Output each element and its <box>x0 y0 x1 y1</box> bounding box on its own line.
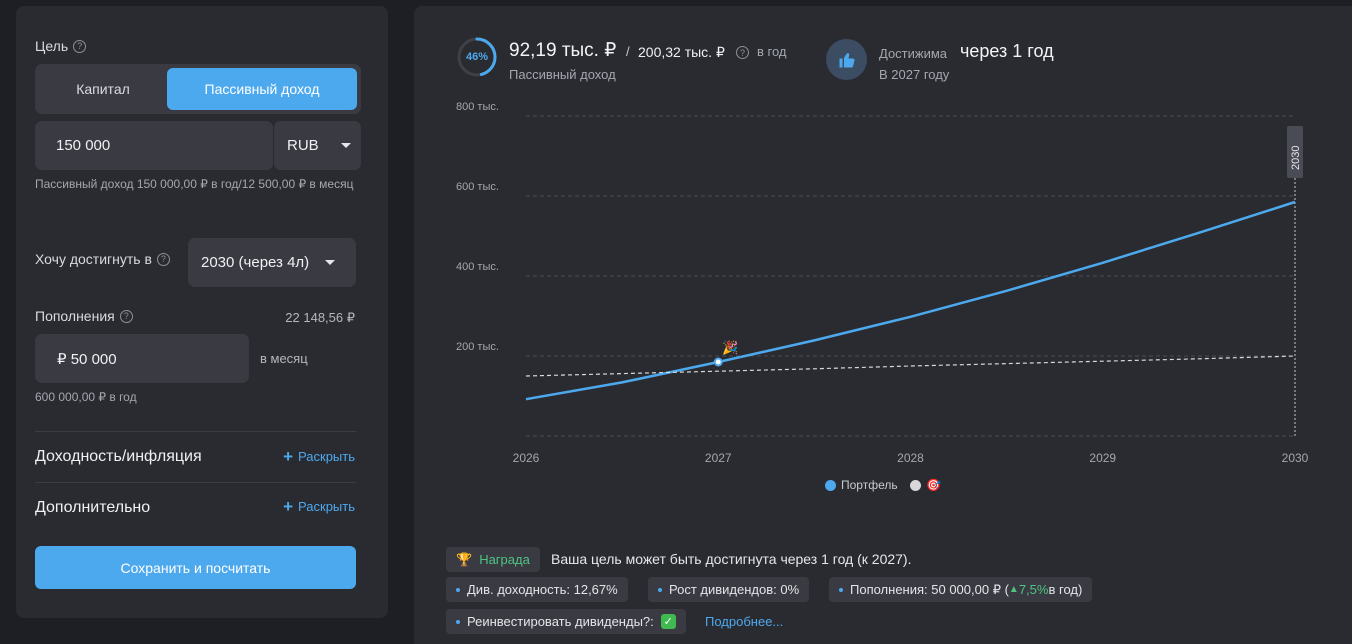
reward-badge: 🏆 Награда <box>446 547 540 572</box>
reach-label: Хочу достигнуть в ? <box>35 251 170 267</box>
bullet-icon <box>658 587 662 592</box>
arrow-up-icon: ▲ <box>1008 584 1019 595</box>
legend-portfolio[interactable]: Портфель <box>825 478 898 492</box>
help-icon[interactable]: ? <box>156 252 170 266</box>
legend-dot <box>825 479 836 491</box>
x-tick-label: 2030 <box>1282 451 1309 465</box>
extra-expand-button[interactable]: + Раскрыть <box>283 496 355 516</box>
help-icon[interactable]: ? <box>73 39 87 53</box>
extra-section-title: Дополнительно <box>35 499 151 516</box>
chevron-down-icon <box>325 260 336 265</box>
currency-select[interactable]: RUB <box>273 121 361 170</box>
passive-income-tab[interactable]: Пассивный доход <box>167 68 357 110</box>
bullet-icon <box>839 587 843 592</box>
divider <box>35 482 356 483</box>
topups-label: Пополнения ? <box>35 308 133 324</box>
bullet-icon <box>456 587 460 592</box>
goal-type-toggle: Капитал Пассивный доход <box>35 64 361 114</box>
topups-period: в месяц <box>260 351 308 366</box>
x-tick-label: 2028 <box>897 451 924 465</box>
plus-icon: + <box>283 496 294 516</box>
yield-section-title: Доходность/инфляция <box>35 448 202 465</box>
growth-chip[interactable]: Рост дивидендов: 0% <box>648 577 810 602</box>
reach-main: через 1 год <box>960 41 1054 61</box>
reinvest-chip[interactable]: Реинвестировать дивиденды?: ✓ <box>446 609 686 634</box>
x-tick-label: 2029 <box>1089 451 1116 465</box>
progress-label: 46% <box>465 51 489 63</box>
thumbs-up-icon <box>826 39 867 80</box>
portfolio-series-line <box>525 200 1296 401</box>
bullet-icon <box>456 619 460 624</box>
help-icon[interactable]: ? <box>119 309 133 323</box>
separator: / <box>626 44 630 59</box>
progress-ring: 46% <box>456 36 498 78</box>
chevron-down-icon <box>340 143 351 148</box>
y-tick-label: 600 тыс. <box>456 181 499 193</box>
more-link[interactable]: Подробнее... <box>705 614 784 629</box>
target-series-line <box>525 355 1296 377</box>
reward-text: Ваша цель может быть достигнута через 1 … <box>551 551 912 567</box>
save-button[interactable]: Сохранить и посчитать <box>35 546 356 589</box>
target-income: 200,32 тыс. ₽ <box>638 44 725 60</box>
x-tick-label: 2027 <box>705 451 732 465</box>
milestone-point <box>713 357 723 367</box>
current-income-caption: Пассивный доход <box>509 67 616 82</box>
y-tick-label: 400 тыс. <box>456 261 499 273</box>
plus-icon: + <box>283 446 294 466</box>
legend-dot <box>910 479 921 491</box>
trophy-icon: 🏆 <box>456 551 473 567</box>
target-icon: 🎯 <box>926 478 941 492</box>
yield-chip[interactable]: Див. доходность: 12,67% <box>446 577 628 602</box>
y-tick-label: 200 тыс. <box>456 341 499 353</box>
legend-target[interactable]: 🎯 <box>910 478 941 492</box>
yield-expand-button[interactable]: + Раскрыть <box>283 446 355 466</box>
capital-tab[interactable]: Капитал <box>76 81 130 97</box>
current-income: 92,19 тыс. ₽ <box>509 40 617 61</box>
help-icon[interactable]: ? <box>736 46 749 59</box>
topups-hint: 600 000,00 ₽ в год <box>35 390 137 404</box>
goal-amount-hint: Пассивный доход 150 000,00 ₽ в год/12 50… <box>35 177 354 191</box>
goal-amount-input[interactable]: 150 000 <box>35 121 273 170</box>
target-year-label: 2030 <box>1290 146 1302 170</box>
reach-caption: В 2027 году <box>879 67 950 82</box>
party-popper-icon: 🎉 <box>722 340 738 356</box>
topups-chip[interactable]: Пополнения: 50 000,00 ₽ ( ▲ 7,5% в год) <box>829 577 1093 602</box>
projection-chart: 200 тыс. 400 тыс. 600 тыс. 800 тыс. 2026 2027… <box>456 101 1309 465</box>
settings-panel: Цель ? Капитал Пассивный доход 150 000 R… <box>16 6 388 618</box>
goal-label: Цель ? <box>35 38 87 54</box>
y-tick-label: 800 тыс. <box>456 101 499 113</box>
target-year-select[interactable]: 2030 (через 4л) <box>188 238 356 287</box>
divider <box>35 431 356 432</box>
topups-total: 22 148,56 ₽ <box>285 310 355 325</box>
target-year-flag <box>1287 126 1303 178</box>
x-tick-label: 2026 <box>513 451 540 465</box>
results-panel: 46% 92,19 тыс. ₽ / 200,32 тыс. ₽ ? в год… <box>414 6 1352 644</box>
topups-input[interactable]: ₽ 50 000 <box>35 334 249 383</box>
check-icon: ✓ <box>660 614 676 629</box>
income-period: в год <box>757 44 787 59</box>
reach-prefix: Достижима <box>879 46 948 61</box>
